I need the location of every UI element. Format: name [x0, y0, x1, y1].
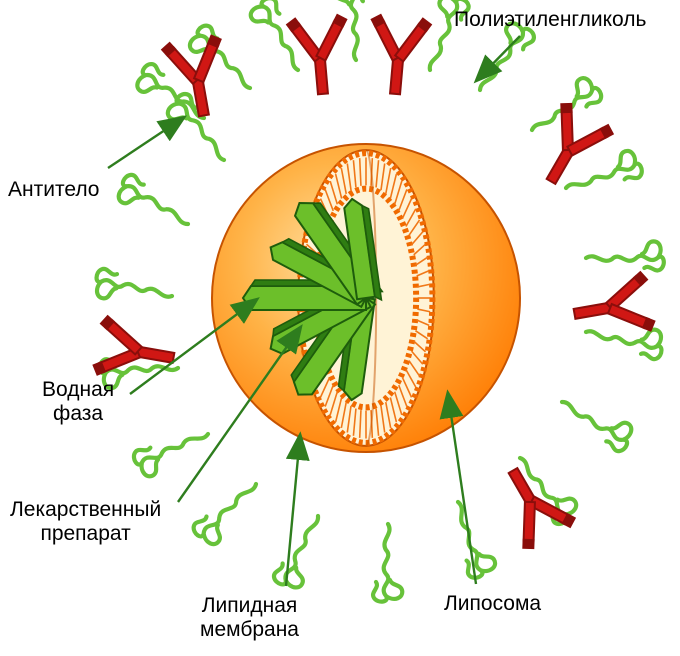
- liposome-diagram: Полиэтиленгликоль Антитело Водная фаза Л…: [0, 0, 680, 656]
- label-aqueous: Водная фаза: [42, 378, 114, 426]
- label-antibody: Антитело: [8, 178, 100, 202]
- label-membrane: Липидная мембрана: [200, 594, 299, 642]
- label-peg: Полиэтиленгликоль: [454, 8, 646, 32]
- label-liposome: Липосома: [444, 592, 541, 616]
- label-drug: Лекарственный препарат: [10, 498, 161, 546]
- diagram-svg: [0, 0, 680, 656]
